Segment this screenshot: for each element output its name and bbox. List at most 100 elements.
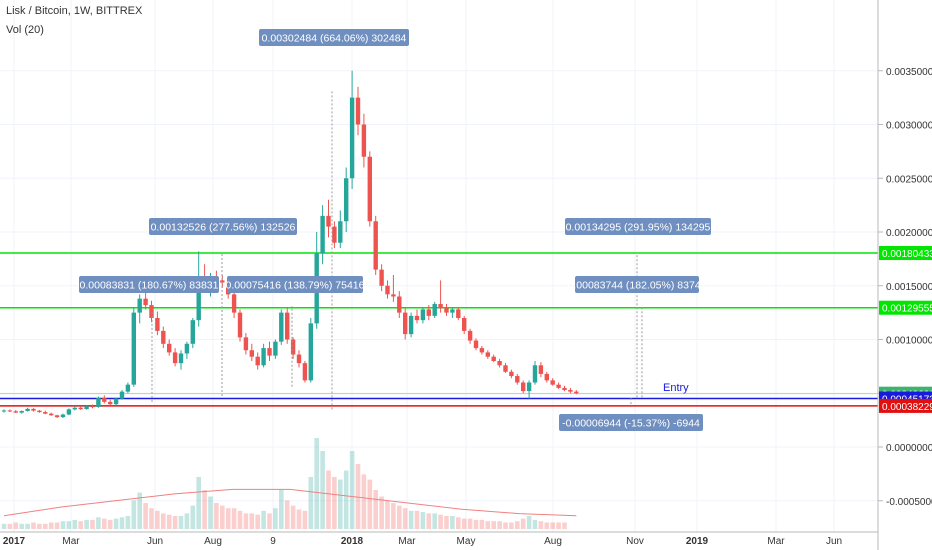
candle-body bbox=[167, 343, 172, 353]
volume-bar bbox=[444, 516, 449, 529]
volume-bar bbox=[432, 513, 437, 529]
annotation-badge bbox=[259, 29, 409, 46]
time-label: Aug bbox=[204, 536, 222, 547]
candle-body bbox=[60, 414, 66, 418]
candle-body bbox=[102, 398, 107, 402]
candle-body bbox=[54, 415, 60, 418]
volume-bar bbox=[391, 503, 396, 529]
volume-indicator-title[interactable]: Vol (20) bbox=[6, 24, 44, 36]
annotation-text: 0.00302484 (664.06%) 302484 bbox=[262, 33, 407, 45]
candle-body bbox=[243, 337, 249, 351]
volume-bar bbox=[503, 522, 508, 529]
candle-body bbox=[7, 410, 13, 412]
annotation-text: 0.00083744 (182.05%) 83744 bbox=[568, 280, 707, 292]
candle-body bbox=[344, 178, 349, 222]
candle-body bbox=[385, 285, 390, 295]
volume-bar bbox=[202, 490, 207, 529]
candle-body bbox=[556, 384, 561, 388]
annotation-text: -0.00006944 (-15.37%) -6944 bbox=[562, 418, 700, 430]
annotation-badge bbox=[227, 276, 363, 293]
time-label: 9 bbox=[270, 536, 276, 547]
candle-body bbox=[408, 315, 414, 335]
volume-bar bbox=[184, 513, 190, 529]
candle-body bbox=[373, 221, 378, 270]
volume-bar bbox=[172, 516, 178, 529]
candle-body bbox=[521, 382, 526, 392]
volume-bar bbox=[208, 496, 213, 529]
time-label: Mar bbox=[62, 536, 80, 547]
candle-body bbox=[237, 312, 243, 338]
price-marker-badge bbox=[879, 300, 932, 315]
candle-body bbox=[155, 318, 160, 331]
volume-bar bbox=[78, 521, 83, 529]
volume-bar bbox=[361, 474, 367, 529]
volume-bar bbox=[178, 516, 184, 529]
annotation-text: 0.00132526 (277.56%) 132526 bbox=[151, 222, 296, 234]
time-axis[interactable]: 2017 Mar Jun Aug 9 2018 Mar May Aug Nov 2019 Mar Jun bbox=[3, 536, 842, 547]
time-label: Mar bbox=[398, 536, 416, 547]
annotation-labels: 0.00302484 (664.06%) 302484 0.00132526 (2… bbox=[79, 29, 711, 431]
candle-body bbox=[178, 353, 184, 364]
annotation-badge bbox=[565, 218, 711, 235]
volume-bar bbox=[66, 521, 72, 529]
volume-bar bbox=[515, 521, 520, 529]
volume-bar bbox=[131, 500, 137, 529]
volume-bar bbox=[125, 516, 131, 529]
volume-bar bbox=[149, 508, 154, 529]
candle-body bbox=[456, 309, 461, 318]
candle-body bbox=[414, 315, 420, 321]
volume-bar bbox=[467, 518, 473, 529]
annotation-badge bbox=[79, 276, 219, 293]
candle-body bbox=[491, 356, 496, 361]
volume-bar bbox=[308, 477, 314, 529]
volume-bar bbox=[526, 516, 532, 529]
volume-bar bbox=[214, 503, 219, 529]
candle-body bbox=[503, 365, 508, 372]
volume-bar bbox=[43, 523, 48, 529]
candle-body bbox=[326, 215, 331, 227]
volume-bar bbox=[438, 514, 443, 529]
symbol-title[interactable]: Lisk / Bitcoin, 1W, BITTREX bbox=[6, 5, 143, 17]
candle-body bbox=[515, 376, 520, 383]
volume-bar bbox=[261, 510, 266, 529]
volume-bar bbox=[408, 510, 414, 529]
volume-bar bbox=[1, 523, 7, 529]
candle-body bbox=[538, 365, 544, 374]
volume-bar bbox=[225, 508, 231, 529]
volume-bar bbox=[491, 521, 496, 529]
candle-body bbox=[420, 309, 426, 321]
volume-bar bbox=[538, 521, 544, 529]
candle-body bbox=[119, 391, 125, 399]
volume-bar bbox=[326, 470, 331, 529]
candle-body bbox=[403, 312, 408, 335]
candle-body bbox=[568, 390, 573, 392]
candle-body bbox=[149, 305, 154, 318]
candle-body bbox=[467, 330, 473, 341]
price-marker-badge bbox=[879, 246, 932, 261]
candle-body bbox=[562, 387, 567, 391]
volume-bar bbox=[137, 492, 142, 529]
candle-body bbox=[78, 407, 83, 410]
volume-bar bbox=[479, 519, 485, 529]
candle-body bbox=[479, 348, 485, 353]
volume-bar bbox=[544, 522, 550, 529]
time-label: Jun bbox=[826, 536, 842, 547]
candle-body bbox=[66, 409, 72, 415]
volume-bar bbox=[402, 508, 408, 529]
annotation-text: 0.00075416 (138.79%) 75416 bbox=[226, 280, 365, 292]
candle-body bbox=[473, 340, 479, 349]
volume-bar bbox=[302, 510, 308, 529]
volume-bar bbox=[284, 500, 290, 529]
time-label: Mar bbox=[767, 536, 785, 547]
volume-bar bbox=[320, 451, 325, 529]
volume-bar bbox=[367, 479, 373, 529]
volume-bar bbox=[25, 523, 30, 529]
candle-body bbox=[220, 280, 225, 283]
candle-body bbox=[131, 312, 136, 385]
candle-body bbox=[255, 356, 260, 366]
candle-body bbox=[485, 352, 490, 357]
volume-bar bbox=[48, 522, 54, 529]
